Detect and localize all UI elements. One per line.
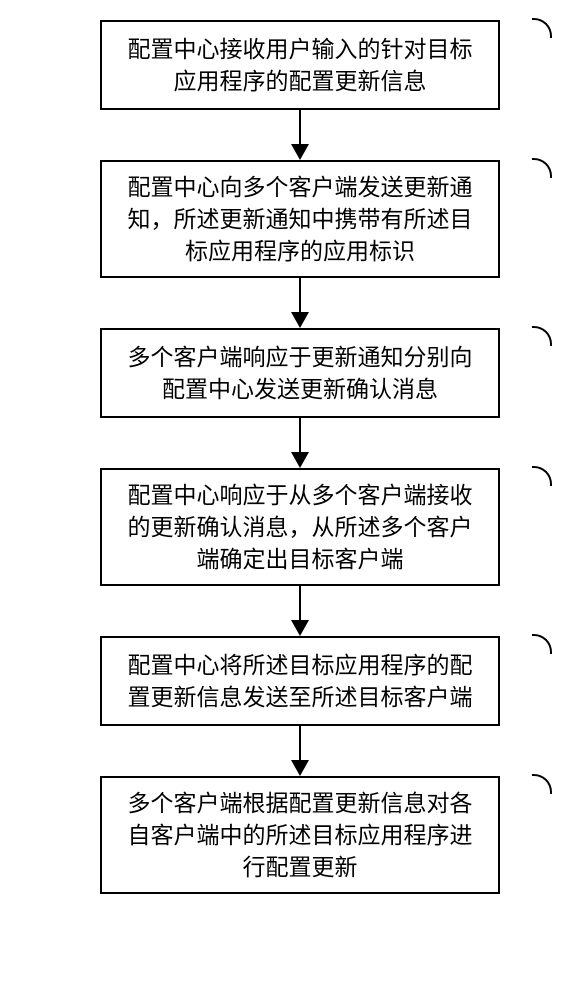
- node-s201: 配置中心接收用户输入的针对目标应用程序的配置更新信息: [100, 20, 500, 110]
- arrow-5: [50, 726, 550, 776]
- flowchart-container: 配置中心接收用户输入的针对目标应用程序的配置更新信息 S201 配置中心向多个客…: [50, 20, 550, 894]
- arrow-line: [299, 110, 301, 144]
- node-wrapper-s206: 多个客户端根据配置更新信息对各自客户端中的所述目标应用程序进行配置更新 S206: [50, 776, 550, 894]
- arrow-1: [50, 110, 550, 160]
- arrow-line: [299, 418, 301, 452]
- arrow-2: [50, 278, 550, 328]
- connector-s204: [532, 466, 552, 486]
- connector-s205: [532, 634, 552, 654]
- arrow-head: [291, 452, 309, 468]
- connector-s201: [532, 18, 552, 38]
- connector-s206: [532, 774, 552, 794]
- connector-s202: [532, 158, 552, 178]
- arrow-line: [299, 278, 301, 312]
- arrow-4: [50, 586, 550, 636]
- node-s204: 配置中心响应于从多个客户端接收的更新确认消息，从所述多个客户端确定出目标客户端: [100, 468, 500, 586]
- node-text-s203: 多个客户端响应于更新通知分别向配置中心发送更新确认消息: [118, 341, 482, 405]
- arrow-head: [291, 312, 309, 328]
- node-s202: 配置中心向多个客户端发送更新通知，所述更新通知中携带有所述目标应用程序的应用标识: [100, 160, 500, 278]
- node-wrapper-s204: 配置中心响应于从多个客户端接收的更新确认消息，从所述多个客户端确定出目标客户端 …: [50, 468, 550, 586]
- arrow-head: [291, 144, 309, 160]
- node-wrapper-s203: 多个客户端响应于更新通知分别向配置中心发送更新确认消息 S203: [50, 328, 550, 418]
- node-text-s202: 配置中心向多个客户端发送更新通知，所述更新通知中携带有所述目标应用程序的应用标识: [118, 171, 482, 268]
- node-text-s201: 配置中心接收用户输入的针对目标应用程序的配置更新信息: [118, 33, 482, 97]
- node-text-s204: 配置中心响应于从多个客户端接收的更新确认消息，从所述多个客户端确定出目标客户端: [118, 479, 482, 576]
- node-s203: 多个客户端响应于更新通知分别向配置中心发送更新确认消息: [100, 328, 500, 418]
- node-text-s206: 多个客户端根据配置更新信息对各自客户端中的所述目标应用程序进行配置更新: [118, 787, 482, 884]
- arrow-line: [299, 726, 301, 760]
- node-wrapper-s201: 配置中心接收用户输入的针对目标应用程序的配置更新信息 S201: [50, 20, 550, 110]
- node-s206: 多个客户端根据配置更新信息对各自客户端中的所述目标应用程序进行配置更新: [100, 776, 500, 894]
- node-wrapper-s205: 配置中心将所述目标应用程序的配置更新信息发送至所述目标客户端 S205: [50, 636, 550, 726]
- arrow-line: [299, 586, 301, 620]
- connector-s203: [532, 326, 552, 346]
- arrow-head: [291, 620, 309, 636]
- arrow-3: [50, 418, 550, 468]
- arrow-head: [291, 760, 309, 776]
- node-s205: 配置中心将所述目标应用程序的配置更新信息发送至所述目标客户端: [100, 636, 500, 726]
- node-text-s205: 配置中心将所述目标应用程序的配置更新信息发送至所述目标客户端: [118, 649, 482, 713]
- node-wrapper-s202: 配置中心向多个客户端发送更新通知，所述更新通知中携带有所述目标应用程序的应用标识…: [50, 160, 550, 278]
